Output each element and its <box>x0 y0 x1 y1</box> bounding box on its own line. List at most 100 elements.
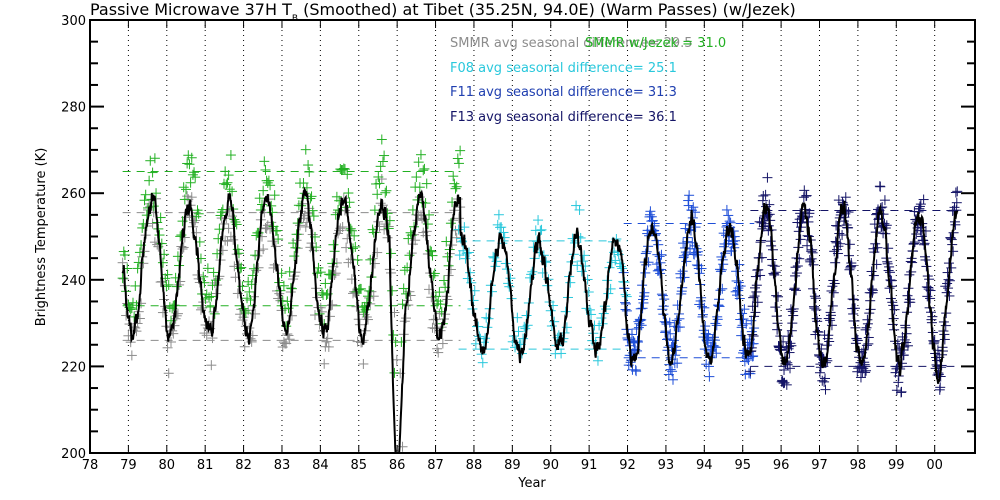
data-point <box>404 250 415 261</box>
x-tick-label: 98 <box>850 458 867 473</box>
data-point <box>180 184 191 195</box>
data-point <box>556 348 567 359</box>
annotation-text: SMMR avg seasonal difference= 29.5 <box>450 36 693 51</box>
data-point <box>291 229 302 240</box>
data-point <box>326 300 337 311</box>
data-point <box>284 266 295 277</box>
data-point <box>345 223 356 234</box>
x-tick-label: 87 <box>427 458 444 473</box>
data-point <box>711 320 722 331</box>
data-point <box>145 155 156 166</box>
data-point <box>667 374 678 385</box>
annotation-text: F11 avg seasonal difference= 31.3 <box>450 85 677 100</box>
data-point <box>117 257 128 268</box>
data-point <box>565 277 576 288</box>
data-point <box>679 272 690 283</box>
x-tick-label: 92 <box>619 458 636 473</box>
data-point <box>441 236 452 247</box>
data-point <box>762 172 773 183</box>
data-point <box>948 246 959 257</box>
data-point <box>891 385 902 396</box>
data-point <box>429 268 440 279</box>
data-point <box>846 260 857 271</box>
data-point <box>867 285 878 296</box>
data-point <box>178 182 189 193</box>
chart-title: Passive Microwave 37H TB (Smoothed) at T… <box>90 0 796 24</box>
data-point <box>452 153 463 164</box>
data-point <box>795 234 806 245</box>
y-axis-label: Brightness Temperature (K) <box>34 148 49 327</box>
data-point <box>136 298 147 309</box>
x-tick-label: 89 <box>504 458 521 473</box>
data-point <box>389 367 400 378</box>
x-tick-label: 80 <box>159 458 176 473</box>
smoothed-line <box>121 186 959 454</box>
data-point <box>223 223 234 234</box>
data-point <box>701 359 712 370</box>
data-point <box>205 301 216 312</box>
data-point <box>187 169 198 180</box>
data-point <box>731 275 742 286</box>
data-point <box>817 375 828 386</box>
data-point <box>616 261 626 272</box>
x-axis-label: Year <box>517 476 546 491</box>
data-point <box>770 267 781 278</box>
data-point <box>779 377 790 388</box>
data-point <box>621 305 632 316</box>
data-point <box>574 204 585 215</box>
data-point <box>731 266 742 277</box>
data-point <box>840 192 851 203</box>
data-point <box>741 318 752 329</box>
data-point <box>117 273 128 284</box>
data-point <box>240 308 251 319</box>
data-point <box>918 194 929 205</box>
data-point <box>154 230 165 241</box>
data-point <box>592 355 603 366</box>
y-tick-label: 240 <box>61 274 86 289</box>
x-tick-label: 88 <box>466 458 483 473</box>
annotation-text: F13 avg seasonal difference= 36.1 <box>450 110 677 125</box>
data-point <box>837 230 848 241</box>
data-point <box>239 341 250 352</box>
data-point <box>380 187 391 198</box>
data-point <box>493 209 504 220</box>
data-point <box>139 195 150 206</box>
data-point <box>940 320 951 331</box>
data-point <box>576 266 587 277</box>
data-point <box>512 312 523 323</box>
data-point <box>324 311 335 322</box>
data-point <box>834 228 845 239</box>
data-point <box>451 181 462 192</box>
data-point <box>875 181 886 192</box>
data-point <box>130 280 141 291</box>
data-point <box>521 310 532 321</box>
data-point <box>254 193 265 204</box>
data-point <box>451 232 462 243</box>
data-point <box>896 386 907 397</box>
x-tick-label: 91 <box>581 458 598 473</box>
data-point <box>278 337 289 348</box>
data-point <box>950 219 961 230</box>
data-point <box>376 134 387 145</box>
data-point <box>872 242 883 253</box>
data-point <box>645 206 656 217</box>
data-point <box>884 261 895 272</box>
data-point <box>388 329 399 340</box>
data-point <box>422 219 433 230</box>
data-point <box>792 261 803 272</box>
data-point <box>412 215 423 226</box>
data-point <box>337 164 348 175</box>
data-point <box>387 285 398 296</box>
data-point <box>773 291 784 302</box>
data-point <box>905 297 916 308</box>
data-point <box>866 266 877 277</box>
data-point <box>126 303 137 314</box>
data-point <box>700 328 711 339</box>
data-point <box>184 159 195 170</box>
data-point <box>230 217 241 228</box>
data-point <box>745 366 756 377</box>
data-point <box>303 160 314 171</box>
data-point <box>201 330 212 341</box>
data-point <box>362 314 373 325</box>
